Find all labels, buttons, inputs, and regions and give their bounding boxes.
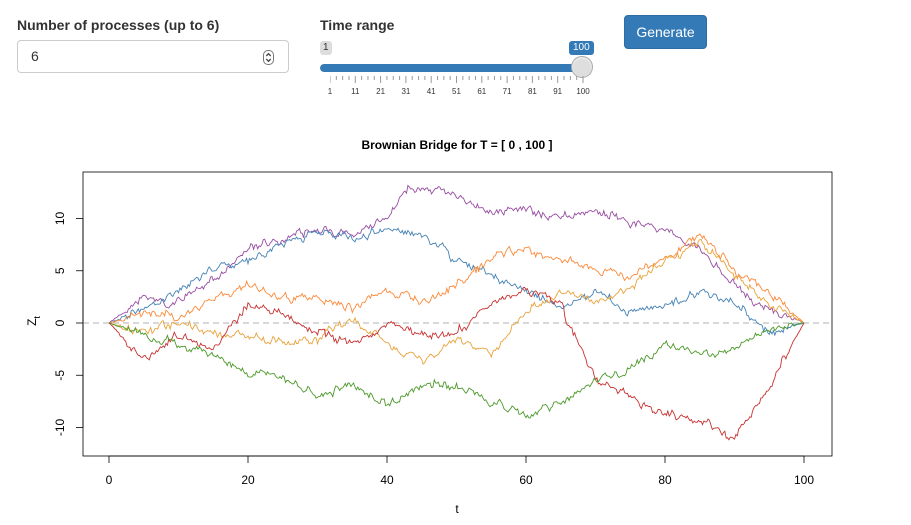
y-tick-label: 10 xyxy=(53,212,67,226)
x-tick-label: 40 xyxy=(380,473,394,487)
slider-tick-label: 71 xyxy=(502,87,512,96)
slider-tick-label: 61 xyxy=(477,87,487,96)
x-tick-label: 20 xyxy=(241,473,255,487)
time-range-label: Time range xyxy=(320,17,395,33)
y-tick-label: -10 xyxy=(53,419,67,437)
slider-tick-label: 100 xyxy=(576,87,590,96)
series-layer xyxy=(108,184,805,441)
x-tick-label: 60 xyxy=(519,473,533,487)
slider-max-label: 100 xyxy=(569,41,594,55)
brownian-bridge-plot: Brownian Bridge for T = [ 0 , 100 ] 0 20 4… xyxy=(25,138,833,516)
x-axis-label: t xyxy=(455,502,459,516)
slider-tick-label: 91 xyxy=(553,87,563,96)
series-line xyxy=(108,233,805,324)
series-line xyxy=(108,227,805,337)
x-tick-label: 100 xyxy=(794,473,814,487)
slider-fill xyxy=(320,64,583,72)
y-axis-label: Zt xyxy=(25,316,42,326)
slider-min-label: 1 xyxy=(320,41,332,55)
processes-label: Number of processes (up to 6) xyxy=(17,17,220,33)
x-axis: 0 20 40 60 80 100 xyxy=(106,455,814,487)
series-line xyxy=(108,322,805,419)
slider-tick-label: 41 xyxy=(426,87,436,96)
series-line xyxy=(108,286,805,441)
slider-tick-label: 1 xyxy=(327,87,333,96)
y-tick-label: 0 xyxy=(53,319,67,326)
y-axis: -10 -5 0 5 10 xyxy=(53,212,84,437)
plot-title: Brownian Bridge for T = [ 0 , 100 ] xyxy=(361,138,552,152)
y-tick-label: 5 xyxy=(53,267,67,274)
processes-value: 6 xyxy=(31,48,39,64)
x-tick-label: 0 xyxy=(106,473,113,487)
generate-button[interactable]: Generate xyxy=(624,15,707,49)
spinner-arrows-icon[interactable] xyxy=(263,50,274,65)
slider-tick-marks xyxy=(330,76,584,83)
y-axis-label-main: Z xyxy=(25,319,39,326)
time-range-slider-handle[interactable] xyxy=(571,56,593,78)
y-axis-label-subscript: t xyxy=(32,316,42,319)
slider-tick-label: 81 xyxy=(527,87,537,96)
series-line xyxy=(108,238,805,365)
processes-input[interactable]: 6 xyxy=(17,40,289,73)
slider-tick-label: 31 xyxy=(401,87,411,96)
series-line xyxy=(108,184,805,324)
slider-tick-label: 11 xyxy=(351,87,360,96)
slider-tick-label: 51 xyxy=(452,87,461,96)
plot-frame xyxy=(82,171,833,457)
x-tick-label: 80 xyxy=(658,473,672,487)
time-range-slider-track[interactable] xyxy=(320,64,583,72)
y-tick-label: -5 xyxy=(53,370,67,381)
slider-tick-label: 21 xyxy=(376,87,386,96)
